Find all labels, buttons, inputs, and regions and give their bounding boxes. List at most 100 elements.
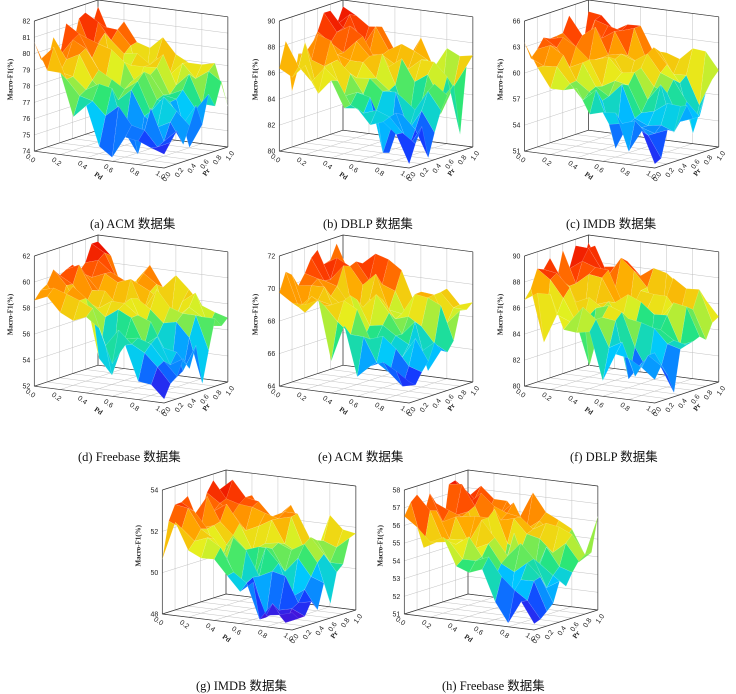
floor-gridline — [72, 373, 203, 391]
floor-gridline — [383, 143, 447, 165]
z-tick-label: 51 — [393, 612, 401, 619]
y-tick-label: 0.2 — [544, 629, 555, 641]
y-tick-label: 0.8 — [703, 389, 714, 401]
z-tick-label: 48 — [151, 612, 159, 619]
surface-facet — [520, 600, 541, 624]
floor-gridline — [455, 597, 586, 615]
y-tick-label: 1.0 — [470, 150, 481, 162]
y-tick-label: 0.4 — [557, 625, 568, 637]
x-tick-label: 0.2 — [420, 619, 432, 630]
floor-gridline — [47, 381, 177, 400]
floor-gridline — [138, 143, 202, 165]
z-tick-label: 82 — [513, 358, 521, 365]
y-tick-label: 0.4 — [187, 163, 198, 175]
x-tick-label: 0.6 — [102, 163, 114, 174]
floor-gridline — [304, 142, 435, 160]
y-tick-label: 1.0 — [716, 150, 727, 162]
z-tick-label: 80 — [23, 51, 31, 58]
y-tick-label: 0.0 — [161, 171, 172, 183]
z-axis-label: Macro-F1(%) — [6, 58, 14, 100]
x-tick-label: 1.0 — [282, 632, 294, 643]
y-tick-label: 0.4 — [678, 398, 689, 410]
chart-panel-g: 48 50 52 54 Macro-F1(%) 0.0 0.2 0.4 0.6 0.8 1.0 Pd 0… — [128, 469, 373, 693]
z-tick-label: 58 — [23, 306, 31, 313]
floor-frame — [524, 129, 719, 169]
caption-c: (c) IMDB 数据集 — [566, 217, 657, 231]
floor-frame — [162, 593, 356, 631]
z-axis-label: Macro-F1(%) — [6, 293, 14, 335]
y-tick-label: 1.0 — [470, 385, 481, 397]
surface — [34, 6, 229, 158]
y-tick-label: 0.4 — [678, 163, 689, 175]
floor-gridline — [575, 134, 707, 152]
x-tick-label: 1.0 — [524, 632, 536, 643]
z-tick-label: 60 — [513, 71, 521, 78]
chart-panel-e: 64 66 68 70 72 Macro-F1(%) 0.0 0.2 0.4 0.6 0.8 1.0 P… — [245, 234, 490, 464]
floor-gridline — [537, 146, 668, 165]
surface-facet — [699, 50, 719, 106]
z-tick-label: 86 — [513, 306, 521, 313]
surface — [404, 479, 599, 624]
x-tick-label: 0.2 — [540, 157, 552, 168]
y-tick-label: 0.0 — [161, 406, 172, 418]
surface — [279, 243, 474, 387]
z-tick-label: 66 — [268, 351, 276, 358]
z-gridline — [279, 364, 473, 387]
y-axis-label: Pr — [446, 402, 457, 413]
y-axis-label: Pr — [201, 167, 212, 178]
floor-gridline — [628, 378, 693, 400]
x-tick-label: 0.0 — [514, 153, 526, 164]
y-tick-label: 1.0 — [716, 385, 727, 397]
z-tick-label: 54 — [151, 488, 159, 495]
caption-d: (d) Freebase 数据集 — [78, 450, 181, 464]
y-tick-label: 0.6 — [690, 393, 701, 405]
surface — [524, 242, 720, 394]
y-tick-label: 1.0 — [225, 150, 236, 162]
x-tick-label: 0.2 — [295, 392, 307, 403]
y-tick-label: 0.4 — [315, 625, 326, 637]
chart-panel-d: 52 54 56 58 60 62 Macro-F1(%) 0.0 0.2 0.4 0.6 0.8 1.… — [0, 234, 245, 464]
z-axis-label: Macro-F1(%) — [496, 293, 504, 335]
x-axis-label: Pd — [93, 405, 104, 416]
floor-gridline — [60, 368, 125, 390]
x-axis-label: Pd — [583, 170, 594, 181]
x-axis-label: Pd — [463, 633, 474, 644]
y-axis-label: Pr — [692, 167, 703, 178]
y-tick-label: 0.4 — [187, 398, 198, 410]
z-gridline — [279, 234, 473, 257]
caption-g: (g) IMDB 数据集 — [196, 679, 287, 693]
z-tick-label: 52 — [393, 594, 401, 601]
floor-gridline — [138, 378, 202, 400]
z-tick-label: 64 — [268, 384, 276, 391]
y-tick-label: 0.6 — [444, 393, 455, 405]
y-tick-label: 0.6 — [199, 158, 210, 170]
x-tick-label: 0.0 — [152, 616, 164, 627]
surface-facet — [396, 370, 417, 387]
z-tick-label: 66 — [513, 19, 521, 26]
x-tick-label: 0.2 — [540, 392, 552, 403]
floor-frame — [34, 129, 228, 169]
z-tick-label: 82 — [268, 123, 276, 130]
x-tick-label: 0.0 — [269, 388, 281, 399]
x-axis-label: Pd — [93, 170, 104, 181]
top-frame — [162, 469, 356, 491]
floor-gridline — [537, 381, 668, 400]
y-axis-label: Pr — [446, 167, 457, 178]
z-tick-label: 57 — [393, 505, 401, 512]
y-tick-label: 0.8 — [212, 154, 223, 166]
x-tick-label: 0.6 — [347, 398, 359, 409]
floor-gridline — [304, 377, 435, 395]
x-tick-label: 0.4 — [566, 395, 578, 406]
y-tick-label: 0.2 — [302, 629, 313, 641]
z-gridline — [279, 129, 473, 152]
surface — [279, 6, 474, 165]
z-gridline — [404, 469, 598, 491]
x-axis-label: Pd — [221, 633, 232, 644]
x-tick-label: 0.4 — [76, 160, 88, 171]
caption-f: (f) DBLP 数据集 — [570, 450, 658, 464]
x-axis-label: Pd — [338, 405, 349, 416]
z-tick-label: 54 — [513, 123, 521, 130]
z-tick-label: 88 — [513, 280, 521, 287]
